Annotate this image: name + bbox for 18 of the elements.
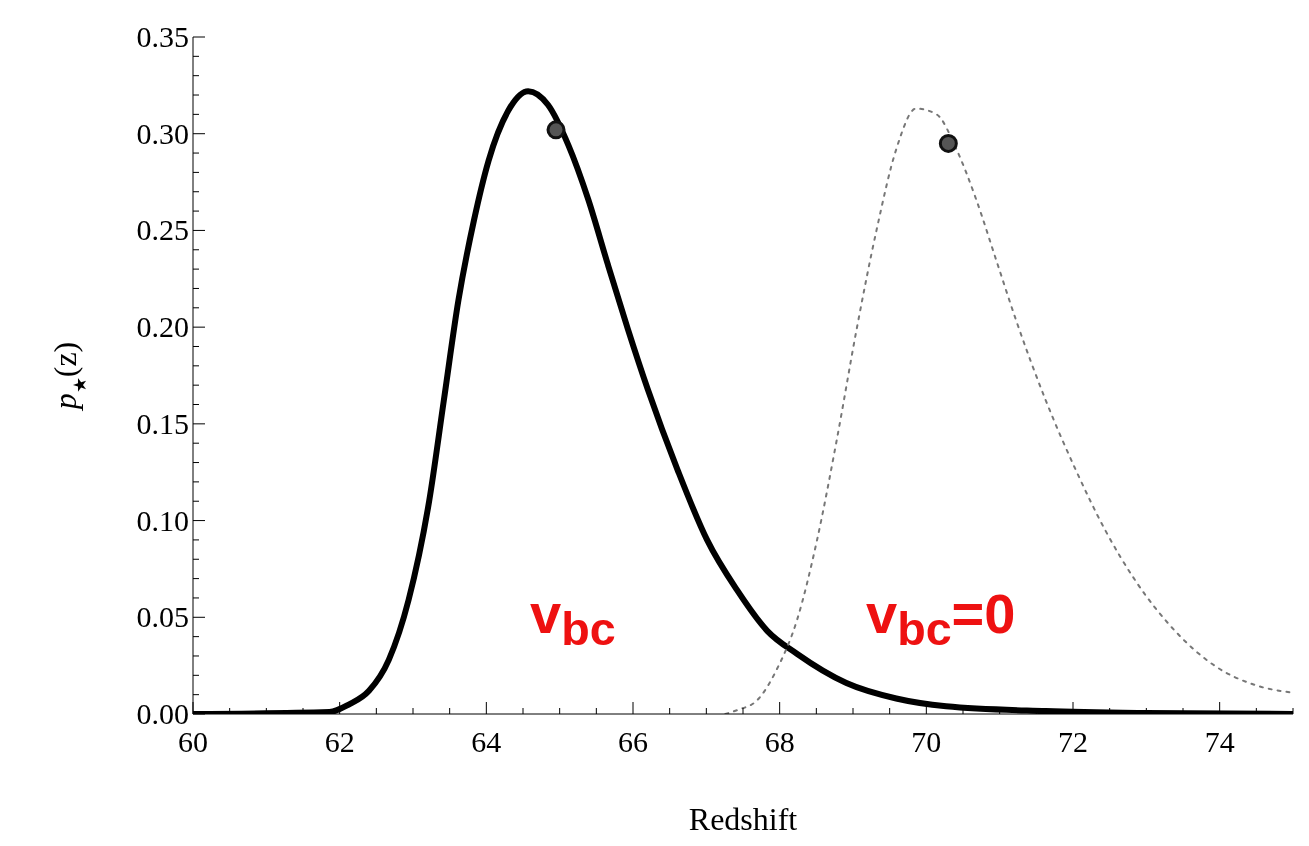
annotation: v$_{bc}$=0: [866, 582, 1016, 656]
y-tick-label: 0.20: [136, 310, 189, 344]
y-tick-label: 0.30: [136, 116, 189, 150]
y-tick-label: 0.15: [136, 406, 189, 440]
annotation: v$_{bc}$: [530, 582, 616, 656]
y-tick-label: 0.05: [136, 600, 189, 634]
x-tick-label: 66: [618, 725, 648, 758]
y-tick-label: 0.35: [136, 20, 189, 53]
x-tick-label: 74: [1204, 725, 1235, 758]
x-tick-label: 68: [764, 725, 795, 758]
y-tick-label: 0.25: [136, 213, 189, 247]
line-series: [724, 107, 1293, 714]
x-tick-label: 64: [471, 725, 502, 758]
x-tick-label: 70: [911, 725, 942, 758]
x-tick-label: 72: [1058, 725, 1088, 758]
x-tick-label: 62: [324, 725, 355, 758]
x-axis-title: Redshift: [688, 801, 798, 837]
y-tick-label: 0.10: [136, 503, 189, 537]
